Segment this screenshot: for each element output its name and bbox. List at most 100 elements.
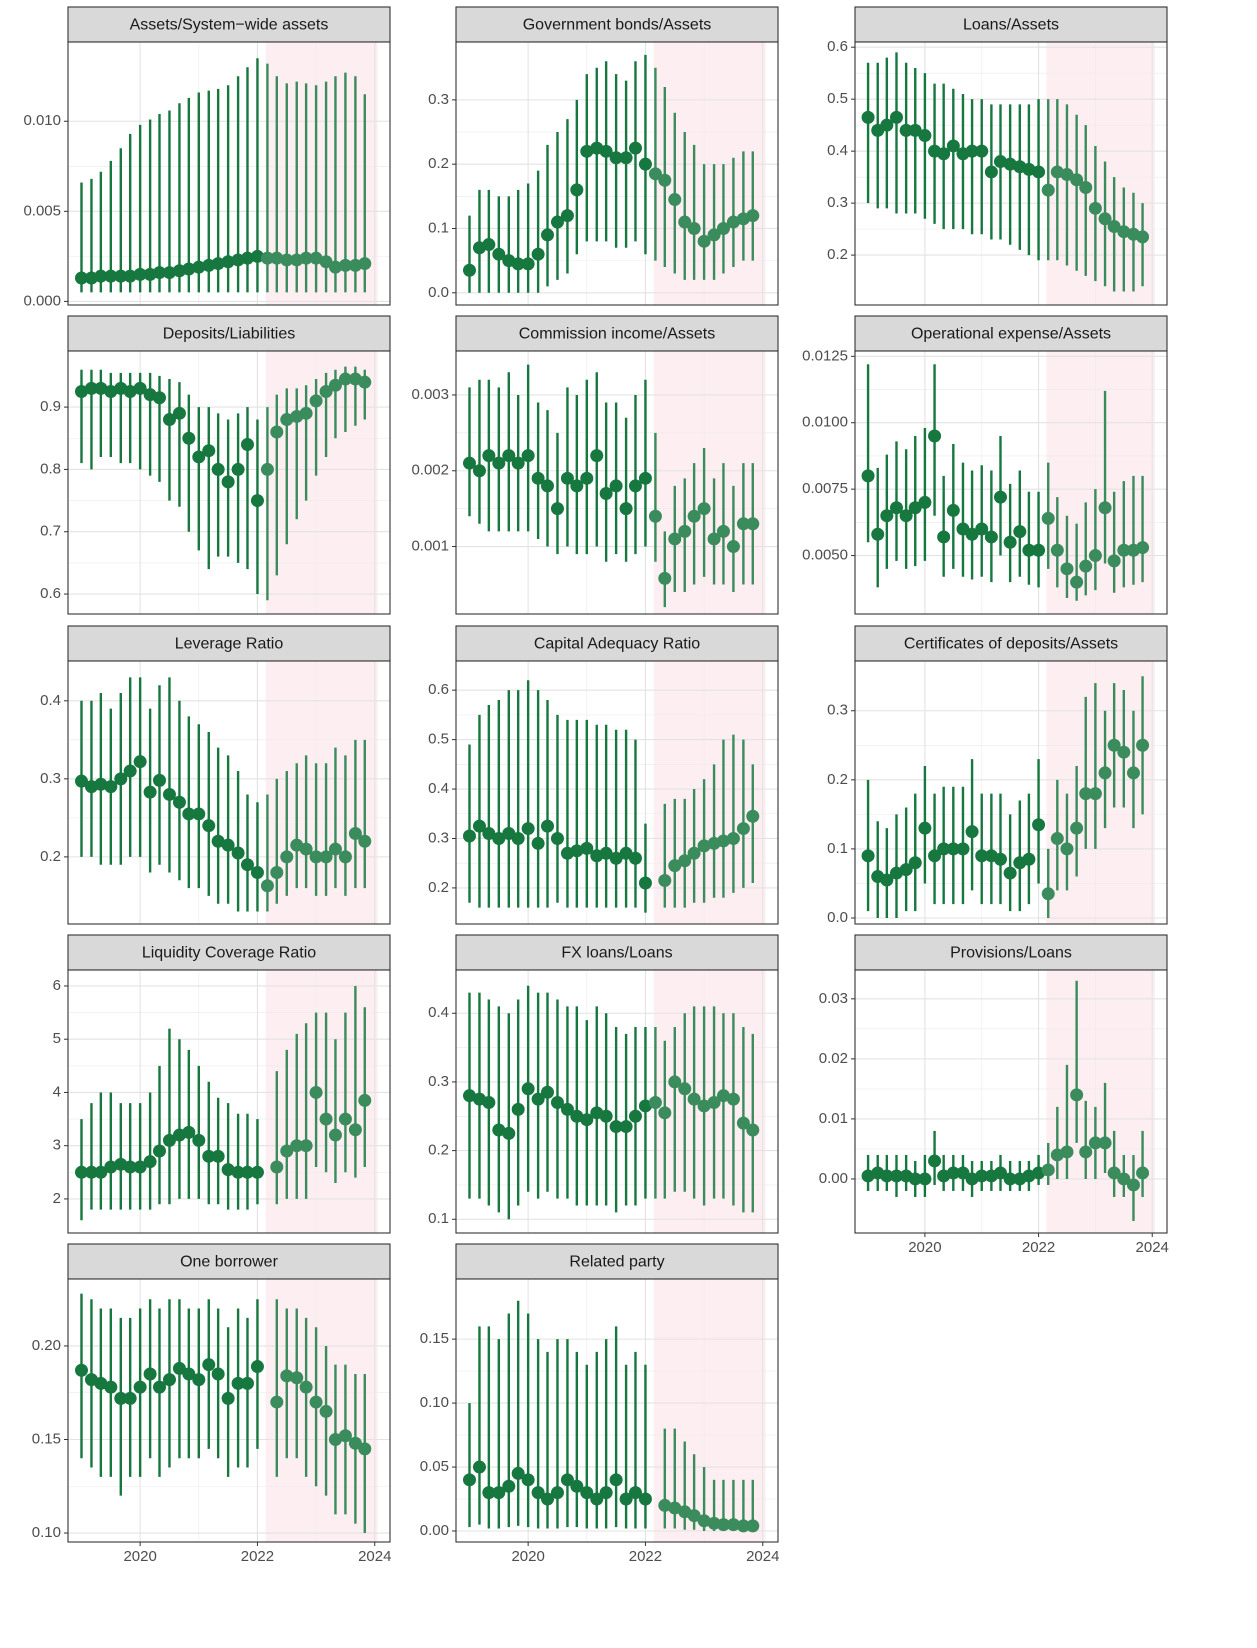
y-tick-label: 0.15	[420, 1330, 449, 1347]
x-tick-label: 2020	[908, 1239, 941, 1256]
point	[1013, 525, 1027, 539]
point	[319, 255, 333, 269]
point	[668, 193, 682, 207]
point	[172, 406, 186, 420]
panel: 0.1 0.2 0.3 0.4	[428, 969, 779, 1234]
y-tick-label: 0.3	[827, 194, 848, 211]
strip	[455, 934, 779, 971]
point	[280, 253, 294, 267]
point	[358, 257, 372, 271]
point	[965, 527, 979, 541]
point	[1060, 1145, 1074, 1159]
point	[599, 1486, 613, 1500]
point	[221, 838, 235, 852]
point	[162, 413, 176, 427]
point	[280, 413, 294, 427]
point	[609, 479, 623, 493]
point	[1041, 1163, 1055, 1177]
point	[928, 429, 942, 443]
point	[221, 1163, 235, 1177]
point	[531, 836, 545, 850]
point	[270, 251, 284, 265]
point	[540, 1492, 554, 1506]
point	[619, 502, 633, 516]
point	[202, 819, 216, 833]
panel-title: One borrower	[180, 1254, 278, 1271]
y-tick-label: 0.0	[428, 284, 449, 301]
point	[492, 1123, 506, 1137]
point	[511, 456, 525, 470]
y-tick-label: 2	[53, 1190, 61, 1207]
point	[937, 842, 951, 856]
y-tick-label: 0.4	[428, 1004, 449, 1021]
point	[736, 1519, 750, 1533]
point	[580, 1113, 594, 1127]
point	[1070, 575, 1084, 589]
y-tick-label: 0.005	[23, 202, 61, 219]
point	[599, 1109, 613, 1123]
y-tick-label: 0.2	[827, 246, 848, 263]
point	[328, 842, 342, 856]
point	[462, 1473, 476, 1487]
point	[1032, 543, 1046, 557]
point	[299, 1139, 313, 1153]
point	[570, 1109, 584, 1123]
point	[1022, 852, 1036, 866]
point	[162, 787, 176, 801]
y-tick-label: 3	[53, 1137, 61, 1154]
point	[716, 221, 730, 235]
point	[550, 1096, 564, 1110]
shaded-period	[265, 661, 378, 924]
point	[338, 258, 352, 272]
point	[482, 1096, 496, 1110]
point	[628, 1109, 642, 1123]
point	[658, 873, 672, 887]
point	[133, 755, 147, 769]
point	[956, 842, 970, 856]
point	[348, 1436, 362, 1450]
x-tick-label: 2022	[1022, 1239, 1055, 1256]
panel-border	[67, 41, 391, 306]
point	[123, 269, 137, 283]
point	[658, 173, 672, 187]
y-tick-label: 0.9	[40, 398, 61, 415]
point	[133, 1160, 147, 1174]
point	[94, 269, 108, 283]
point	[348, 1123, 362, 1137]
point	[250, 494, 264, 508]
strip	[854, 934, 1168, 971]
point	[993, 1166, 1007, 1180]
panel: 0.000 0.005 0.010	[23, 41, 391, 309]
point	[736, 822, 750, 836]
point	[726, 215, 740, 229]
strip	[854, 6, 1168, 43]
panel-border	[67, 660, 391, 925]
point	[707, 228, 721, 242]
y-tick-label: 0.0125	[802, 347, 848, 364]
y-tick-label: 0.4	[827, 142, 848, 159]
point	[162, 266, 176, 280]
point	[570, 479, 584, 493]
shaded-period	[1046, 970, 1156, 1233]
point	[993, 490, 1007, 504]
point	[716, 834, 730, 848]
y-tick-label: 0.2	[40, 848, 61, 865]
point	[123, 385, 137, 399]
point	[1003, 866, 1017, 880]
panel: 0.0 0.1 0.2 0.3	[827, 660, 1168, 926]
y-tick-label: 0.6	[827, 38, 848, 55]
point	[492, 456, 506, 470]
point	[687, 221, 701, 235]
point	[570, 183, 584, 197]
point	[1003, 1172, 1017, 1186]
point	[668, 1501, 682, 1515]
point	[521, 1473, 535, 1487]
point	[648, 167, 662, 181]
point	[348, 826, 362, 840]
point	[280, 1369, 294, 1383]
point	[104, 780, 118, 794]
y-tick-label: 0.2	[428, 1142, 449, 1159]
point	[104, 385, 118, 399]
point	[1098, 766, 1112, 780]
shaded-period	[653, 42, 766, 305]
